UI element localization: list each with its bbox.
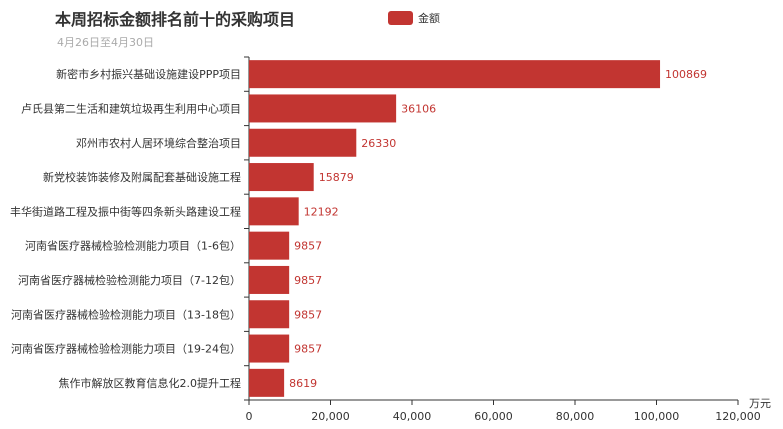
category-label: 河南省医疗器械检验检测能力项目（19-24包） (11, 342, 241, 356)
category-label: 新密市乡村振兴基础设施建设PPP项目 (56, 67, 241, 81)
bar (249, 163, 314, 192)
category-label: 邓州市农村人居环境综合整治项目 (76, 136, 241, 150)
legend-swatch (388, 11, 413, 25)
x-tick-label: 120,000 (715, 410, 761, 423)
data-label: 100869 (665, 68, 707, 81)
data-label: 26330 (361, 137, 396, 150)
x-tick-label: 20,000 (311, 410, 350, 423)
bar (249, 300, 290, 329)
data-label: 15879 (319, 171, 354, 184)
data-label: 36106 (401, 102, 436, 115)
x-axis-unit: 万元 (749, 397, 771, 410)
bar (249, 128, 357, 157)
data-label: 9857 (294, 274, 322, 287)
bar (249, 60, 661, 89)
bar (249, 94, 397, 123)
x-tick-label: 60,000 (474, 410, 513, 423)
data-label: 9857 (294, 343, 322, 356)
category-label: 河南省医疗器械检验检测能力项目（1-6包） (25, 239, 241, 253)
bar (249, 231, 290, 260)
data-label: 12192 (304, 205, 339, 218)
bar (249, 334, 290, 363)
chart-title: 本周招标金额排名前十的采购项目 (55, 10, 296, 29)
data-label: 8619 (289, 377, 317, 390)
category-label: 焦作市解放区教育信息化2.0提升工程 (59, 376, 242, 390)
data-label: 9857 (294, 240, 322, 253)
category-label: 河南省医疗器械检验检测能力项目（7-12包） (18, 273, 241, 287)
x-tick-label: 100,000 (634, 410, 680, 423)
bar (249, 197, 299, 226)
category-label: 新党校装饰装修及附属配套基础设施工程 (43, 170, 241, 184)
category-label: 卢氏县第二生活和建筑垃圾再生利用中心项目 (21, 101, 241, 115)
x-tick-label: 80,000 (556, 410, 595, 423)
category-label: 河南省医疗器械检验检测能力项目（13-18包） (11, 307, 241, 321)
bar (249, 265, 290, 294)
data-label: 9857 (294, 308, 322, 321)
x-tick-label: 0 (246, 410, 253, 423)
chart-subtitle: 4月26日至4月30日 (57, 36, 154, 49)
bar (249, 368, 285, 397)
legend-label: 金额 (418, 12, 440, 25)
category-label: 丰华街道路工程及振中街等四条新头路建设工程 (10, 204, 241, 218)
x-tick-label: 40,000 (393, 410, 432, 423)
legend[interactable]: 金额 (388, 10, 440, 26)
